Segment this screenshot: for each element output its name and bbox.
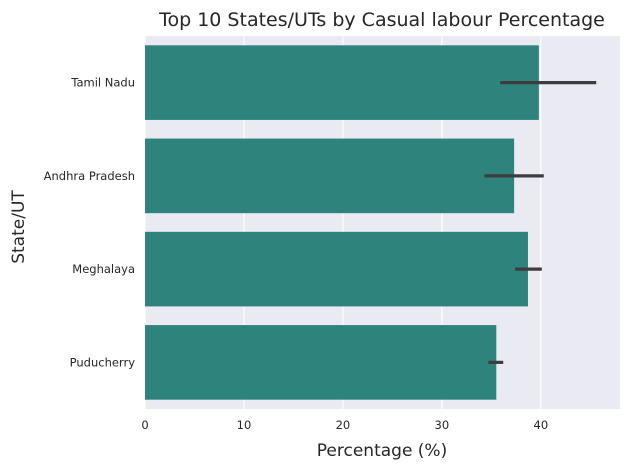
- y-tick-label: Meghalaya: [72, 262, 135, 276]
- y-tick-label: Andhra Pradesh: [44, 169, 135, 183]
- y-axis-label: State/UT: [9, 190, 29, 264]
- bar: [145, 45, 539, 120]
- y-tick-label: Puducherry: [70, 355, 136, 369]
- x-tick-label: 40: [534, 418, 549, 432]
- bar: [145, 325, 497, 400]
- error-bars: [484, 81, 597, 364]
- bars: [145, 45, 539, 400]
- y-tick-label: Tamil Nadu: [70, 76, 135, 90]
- x-tick-label: 20: [336, 418, 351, 432]
- y-tick-labels: Tamil Nadu Andhra Pradesh Meghalaya Puduche…: [44, 76, 136, 370]
- x-tick-label: 30: [435, 418, 450, 432]
- x-axis-label: Percentage (%): [317, 441, 447, 461]
- bar: [145, 138, 515, 214]
- chart-title: Top 10 States/UTs by Casual labour Perce…: [158, 9, 605, 31]
- x-tick-label: 0: [141, 418, 148, 432]
- x-tick-labels: 0 10 20 30 40: [141, 418, 548, 432]
- x-tick-label: 10: [237, 418, 252, 432]
- bar: [145, 231, 528, 307]
